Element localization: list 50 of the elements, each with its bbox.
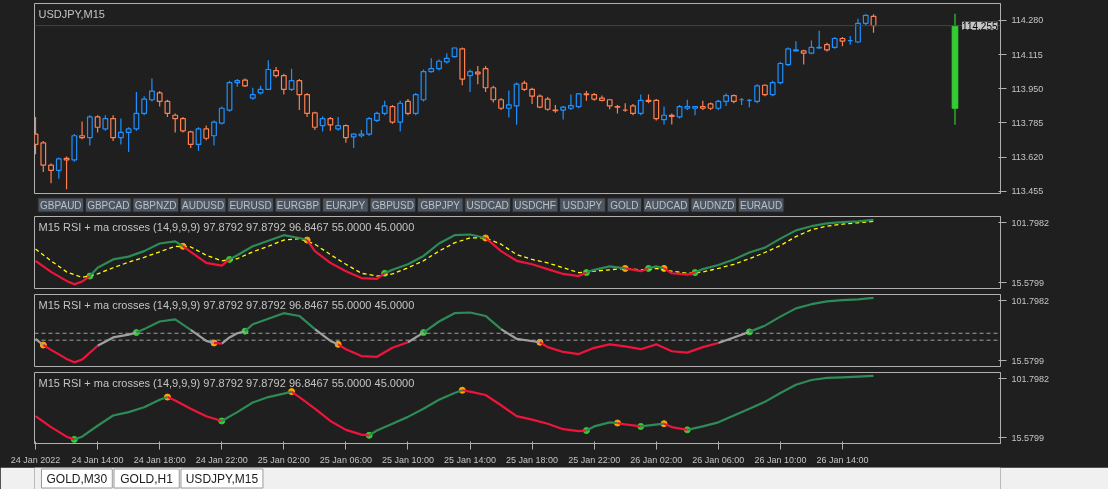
x-tick-label: 24 Jan 14:00 [71,454,124,465]
y-tick-label: 15.5799 [1011,355,1045,366]
y-tick-label: 101.7982 [1011,295,1050,306]
y-tick-label: 15.5799 [1011,277,1045,288]
text: GOLD [610,199,639,211]
chart-title: M15 RSI + ma crosses (14,9,9,9) 97.8792 97.8792 96.8467 55.0000 45.0000 [38,298,415,311]
text: GOLD,H1 [120,471,174,486]
x-tick-label: 24 Jan 22:00 [195,454,248,465]
y-tick-label: 114.280 [1011,15,1044,26]
x-tick-label: 24 Jan 2022 [10,454,61,465]
x-tick-label: 26 Jan 14:00 [816,454,869,465]
x-tick-label: 25 Jan 02:00 [257,454,310,465]
text: USDCAD [466,199,509,211]
y-tick-label: 113.950 [1011,83,1044,94]
text: GBPCAD [87,199,130,211]
x-tick-label: 25 Jan 10:00 [381,454,434,465]
x-tick-label: 25 Jan 14:00 [444,454,497,465]
y-tick-label: 113.785 [1011,117,1044,128]
y-tick-label: 101.7982 [1011,373,1050,384]
y-tick-label: 15.5799 [1011,432,1045,443]
ref-line-label: 114.255 [962,20,998,32]
text: AUDUSD [182,199,225,211]
text: GBPJPY [420,199,461,211]
x-tick-label: 26 Jan 06:00 [692,454,745,465]
x-tick-label: 25 Jan 06:00 [319,454,372,465]
text: USDJPY [562,199,603,211]
x-tick-label: 25 Jan 18:00 [506,454,559,465]
text: EURGBP [276,199,320,211]
text: AUDCAD [645,199,688,211]
chart-title: M15 RSI + ma crosses (14,9,9,9) 97.8792 97.8792 96.8467 55.0000 45.0000 [38,376,415,389]
y-tick-label: 114.115 [1011,49,1043,60]
x-tick-label: 25 Jan 22:00 [568,454,621,465]
chart-title: USDJPY,M15 [38,7,105,20]
text: EURJPY [325,199,366,211]
text: USDCHF [514,199,556,211]
x-tick-label: 26 Jan 02:00 [630,454,683,465]
y-tick-label: 113.620 [1011,152,1044,163]
text: AUDNZD [692,199,735,211]
text: GBPUSD [371,199,414,211]
text: GBPNZD [134,199,177,211]
chart-title: M15 RSI + ma crosses (14,9,9,9) 97.8792 97.8792 96.8467 55.0000 45.0000 [38,220,415,233]
text: GBPAUD [40,199,82,211]
text: EURAUD [739,199,783,211]
x-tick-label: 26 Jan 10:00 [754,454,807,465]
y-tick-label: 113.455 [1011,186,1044,197]
text: GOLD,M30 [46,471,108,486]
y-tick-label: 101.7982 [1011,217,1050,228]
text: USDJPY,M15 [185,471,259,486]
x-tick-label: 24 Jan 18:00 [133,454,186,465]
text: EURUSD [229,199,272,211]
